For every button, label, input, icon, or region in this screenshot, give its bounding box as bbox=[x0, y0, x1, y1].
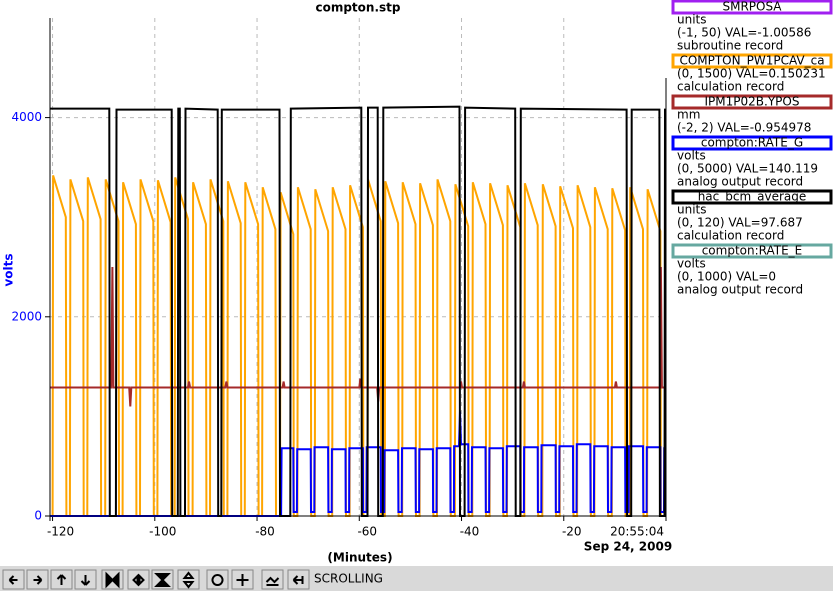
legend-name: COMPTON_PW1PCAV_ca bbox=[679, 54, 824, 68]
legend-info: (0, 1500) VAL=0.150231 bbox=[677, 67, 826, 81]
toolbar-buttons bbox=[2, 569, 310, 590]
legend-name: SMRPOSA bbox=[722, 0, 782, 14]
x-tick-label: -60 bbox=[357, 525, 377, 539]
legend-box bbox=[671, 135, 833, 151]
legend-record: calculation record bbox=[677, 229, 784, 243]
legend-info: (0, 120) VAL=97.687 bbox=[677, 216, 803, 230]
button-icon bbox=[33, 575, 43, 585]
legend-name: IPM1P02B.YPOS bbox=[705, 95, 800, 109]
toolbar-button[interactable] bbox=[287, 569, 310, 590]
legend-name: compton:RATE_G bbox=[701, 136, 803, 150]
x-tick-label: -120 bbox=[47, 525, 74, 539]
button-icon bbox=[265, 576, 280, 586]
legend-record: calculation record bbox=[677, 80, 784, 94]
toolbar-button[interactable] bbox=[101, 569, 124, 590]
toolbar-button[interactable] bbox=[177, 569, 200, 590]
legend-record: analog output record bbox=[677, 175, 803, 189]
legend-units: units bbox=[677, 203, 707, 217]
x-tick-label: -80 bbox=[255, 525, 275, 539]
button-icon bbox=[211, 574, 224, 586]
y-tick-label: 2000 bbox=[11, 309, 42, 323]
y-tick-label: 0 bbox=[34, 509, 42, 523]
toolbar-button[interactable] bbox=[74, 569, 97, 590]
button-face bbox=[206, 569, 229, 590]
button-icon bbox=[292, 575, 304, 585]
legend-box bbox=[671, 189, 833, 205]
legend-info: (-2, 2) VAL=-0.954978 bbox=[677, 121, 811, 135]
x-date-label: Sep 24, 2009 bbox=[584, 540, 672, 554]
legend-units: volts bbox=[677, 149, 706, 163]
x-axis-label: (Minutes) bbox=[327, 551, 392, 565]
legend-box bbox=[671, 53, 833, 69]
chart-title: compton.stp bbox=[315, 1, 400, 15]
toolbar-button[interactable] bbox=[206, 569, 229, 590]
legend-units: volts bbox=[677, 257, 706, 271]
legend-units: units bbox=[677, 13, 707, 27]
toolbar-button[interactable] bbox=[261, 569, 284, 590]
toolbar-button[interactable] bbox=[26, 569, 49, 590]
legend-box bbox=[671, 243, 833, 259]
button-icon bbox=[80, 575, 91, 586]
button-face bbox=[177, 569, 200, 590]
x-tick-label: -100 bbox=[149, 525, 176, 539]
toolbar bbox=[0, 566, 833, 591]
toolbar-button[interactable] bbox=[2, 569, 25, 590]
legend-info: (-1, 50) VAL=-1.00586 bbox=[677, 26, 811, 40]
toolbar-button[interactable] bbox=[231, 569, 254, 590]
toolbar-button[interactable] bbox=[127, 569, 150, 590]
button-icon bbox=[154, 573, 171, 587]
legend-record: subroutine record bbox=[677, 39, 783, 53]
button-icon bbox=[8, 575, 18, 585]
legend-info: (0, 1000) VAL=0 bbox=[677, 270, 776, 284]
legend-name: hac_bcm_average bbox=[698, 190, 807, 204]
button-icon bbox=[132, 573, 145, 587]
x-tick-label: 20:55:04 bbox=[610, 525, 664, 539]
legend-name: compton:RATE_E bbox=[702, 244, 803, 258]
y-axis-label: volts bbox=[2, 253, 16, 286]
toolbar-button[interactable] bbox=[151, 569, 174, 590]
y-tick-label: 4000 bbox=[11, 110, 42, 124]
button-icon bbox=[236, 574, 249, 586]
button-icon bbox=[56, 574, 67, 585]
x-tick-label: -20 bbox=[562, 525, 582, 539]
toolbar-button[interactable] bbox=[50, 569, 73, 590]
legend-units: mm bbox=[677, 108, 700, 122]
button-icon bbox=[105, 571, 120, 589]
legend-box bbox=[671, 0, 833, 15]
status-label: SCROLLING bbox=[314, 572, 383, 586]
series-line bbox=[50, 266, 666, 407]
legend-record: analog output record bbox=[677, 283, 803, 297]
series-line bbox=[50, 411, 666, 517]
button-icon bbox=[182, 571, 195, 589]
legend-box bbox=[671, 94, 833, 110]
legend-info: (0, 5000) VAL=140.119 bbox=[677, 162, 818, 176]
x-tick-label: -40 bbox=[460, 525, 480, 539]
